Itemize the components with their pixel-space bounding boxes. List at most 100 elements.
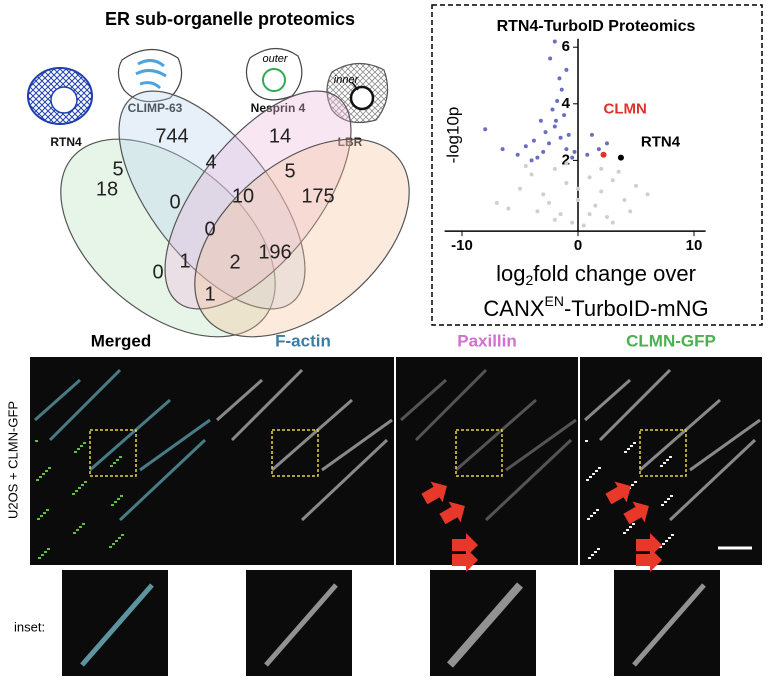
venn-count: 196	[258, 241, 291, 263]
channel-header: CLMN-GFP	[626, 331, 716, 350]
point	[562, 113, 567, 118]
point	[557, 76, 562, 81]
cell-structure	[484, 438, 573, 522]
point	[605, 215, 609, 219]
speckle	[38, 557, 41, 559]
speckle	[121, 534, 124, 536]
point	[576, 186, 580, 191]
venn-count: 2	[229, 251, 240, 273]
x-axis-label: CANXEN-TurboID-mNG	[483, 293, 708, 321]
micrograph	[396, 357, 578, 565]
speckle	[585, 440, 588, 442]
set-label: CLIMP-63	[128, 101, 183, 115]
cell-structure	[584, 378, 631, 422]
cell-structure	[455, 398, 537, 472]
venn-count: 0	[169, 191, 180, 213]
speckle	[82, 523, 85, 525]
y-tick-label: 2	[562, 151, 570, 168]
speckle	[633, 442, 636, 444]
speckle	[80, 445, 83, 447]
point	[543, 130, 548, 135]
point	[610, 220, 615, 225]
inset-structure	[264, 583, 338, 667]
speckle	[84, 481, 87, 483]
roi-box	[271, 429, 319, 477]
set-label: RTN4	[50, 135, 82, 149]
point	[564, 67, 569, 72]
x-label-part: 2	[525, 272, 533, 288]
point	[494, 200, 499, 205]
x-label-part: CANX	[483, 296, 544, 321]
point	[550, 107, 555, 112]
icon-label: outer	[262, 53, 288, 65]
venn-count: 10	[232, 185, 254, 207]
speckle	[630, 445, 633, 447]
x-tick-label: 10	[686, 237, 703, 254]
channel-header: Merged	[91, 331, 151, 350]
arrow	[636, 533, 662, 557]
point	[515, 152, 520, 157]
x-label-part: -TurboID-mNG	[564, 296, 709, 321]
speckle	[632, 523, 635, 525]
inset-label: inset:	[14, 619, 45, 634]
speckle	[115, 540, 118, 542]
x-label-part: log	[496, 261, 525, 286]
speckle	[45, 470, 48, 472]
speckle	[119, 456, 122, 458]
venn-ellipses	[60, 90, 410, 338]
speckle	[111, 504, 114, 506]
inset-structure	[80, 583, 154, 667]
cell-structure	[689, 418, 761, 472]
channel-header: F-actin	[275, 331, 331, 350]
speckle	[597, 548, 600, 550]
point	[535, 155, 540, 160]
venn-count: 18	[96, 178, 118, 200]
point	[506, 206, 511, 211]
point	[589, 132, 594, 137]
point-label: RTN4	[641, 134, 681, 151]
point	[552, 166, 557, 171]
point	[599, 166, 604, 171]
speckle	[587, 518, 590, 520]
speckle	[624, 451, 627, 453]
speckle	[671, 534, 674, 536]
speckle	[659, 546, 662, 548]
panel-border	[431, 4, 763, 326]
channel-header: Paxillin	[457, 331, 517, 350]
point	[558, 135, 563, 140]
speckle	[41, 554, 44, 556]
speckle	[43, 512, 46, 514]
cell-structure	[505, 418, 577, 472]
x-label-part: EN	[545, 293, 564, 309]
x-label-part: fold change over	[533, 261, 696, 286]
speckle	[631, 484, 634, 486]
speckle	[586, 479, 589, 481]
cell-structure	[598, 368, 672, 442]
speckle	[110, 465, 113, 467]
cell-structure	[300, 438, 389, 522]
speckle	[36, 479, 39, 481]
venn-count: 5	[112, 158, 123, 180]
speckle	[114, 501, 117, 503]
venn-count: 1	[204, 283, 215, 305]
speckle	[46, 509, 49, 511]
speckle	[113, 462, 116, 464]
roi-box	[89, 429, 137, 477]
speckle	[592, 473, 595, 475]
speckle	[595, 470, 598, 472]
speckle	[109, 546, 112, 548]
point	[564, 147, 569, 152]
point	[552, 39, 557, 44]
highlight-point	[600, 151, 607, 158]
arrow	[605, 481, 631, 505]
x-axis-label: log2fold change over	[496, 261, 696, 288]
cell-structure	[48, 368, 122, 442]
point	[558, 212, 563, 217]
point	[541, 149, 546, 154]
speckle	[76, 529, 79, 531]
point	[616, 169, 621, 174]
speckle	[627, 448, 630, 450]
speckle	[629, 526, 632, 528]
point	[523, 144, 528, 149]
